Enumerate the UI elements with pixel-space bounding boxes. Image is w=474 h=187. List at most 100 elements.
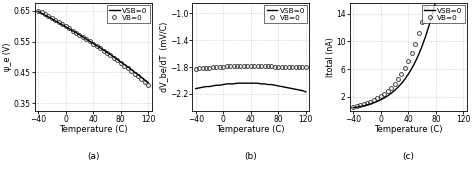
- VB=0: [275, 66, 281, 68]
- VSB=0: [300, 89, 305, 92]
- VB=0: [42, 13, 48, 15]
- VSB=0: [251, 82, 257, 84]
- VSB=0: [142, 79, 148, 81]
- VB=0: [196, 67, 202, 70]
- Legend: VSB=0, VB=0: VSB=0, VB=0: [422, 5, 465, 23]
- VB=0: [419, 21, 425, 23]
- VSB=0: [100, 49, 106, 51]
- VSB=0: [283, 86, 288, 88]
- VB=0: [262, 65, 267, 68]
- VB=0: [364, 102, 370, 104]
- Y-axis label: Itotal (nA): Itotal (nA): [326, 37, 335, 77]
- VSB=0: [73, 32, 79, 34]
- VB=0: [388, 86, 394, 89]
- VB=0: [56, 21, 62, 23]
- VB=0: [121, 65, 127, 67]
- VSB=0: [91, 42, 96, 45]
- Line: VB=0: VB=0: [36, 9, 150, 87]
- Text: (b): (b): [245, 152, 257, 161]
- VB=0: [53, 19, 58, 21]
- VSB=0: [303, 91, 309, 93]
- VB=0: [357, 104, 363, 107]
- VB=0: [371, 99, 377, 102]
- VB=0: [125, 67, 130, 69]
- VSB=0: [292, 88, 298, 90]
- VB=0: [423, 7, 428, 10]
- VB=0: [279, 66, 284, 68]
- VSB=0: [125, 66, 130, 68]
- Text: (c): (c): [402, 152, 414, 161]
- VB=0: [77, 34, 82, 36]
- VB=0: [303, 66, 309, 68]
- VSB=0: [388, 92, 394, 94]
- VB=0: [118, 62, 124, 64]
- VB=0: [210, 66, 216, 68]
- VSB=0: [231, 83, 237, 85]
- VB=0: [385, 90, 391, 92]
- VSB=0: [87, 40, 92, 42]
- VSB=0: [361, 105, 366, 107]
- VB=0: [412, 43, 418, 45]
- VSB=0: [63, 26, 69, 28]
- VSB=0: [220, 83, 226, 86]
- VSB=0: [35, 10, 41, 13]
- VB=0: [395, 78, 401, 80]
- VSB=0: [350, 107, 356, 109]
- VB=0: [83, 38, 89, 40]
- VSB=0: [118, 61, 124, 63]
- VSB=0: [121, 63, 127, 65]
- VB=0: [108, 54, 113, 56]
- VSB=0: [237, 82, 243, 84]
- VB=0: [350, 106, 356, 108]
- VSB=0: [416, 53, 421, 56]
- VSB=0: [138, 76, 144, 78]
- VB=0: [135, 75, 141, 77]
- X-axis label: Temperature (C): Temperature (C): [217, 125, 285, 134]
- VSB=0: [368, 103, 374, 105]
- VB=0: [283, 66, 288, 68]
- VB=0: [361, 103, 366, 106]
- VSB=0: [207, 85, 212, 88]
- VB=0: [234, 65, 240, 68]
- VSB=0: [269, 83, 274, 86]
- VB=0: [35, 9, 41, 12]
- Y-axis label: ψ_e (V): ψ_e (V): [3, 43, 12, 71]
- VSB=0: [70, 30, 75, 32]
- VB=0: [220, 66, 226, 68]
- VB=0: [300, 66, 305, 68]
- Line: VB=0: VB=0: [194, 65, 308, 71]
- VSB=0: [382, 97, 387, 99]
- VB=0: [203, 67, 209, 69]
- VSB=0: [135, 73, 141, 76]
- VSB=0: [405, 73, 411, 75]
- VSB=0: [357, 105, 363, 108]
- VSB=0: [402, 78, 408, 80]
- VB=0: [132, 72, 137, 75]
- VSB=0: [83, 38, 89, 40]
- VB=0: [296, 66, 302, 68]
- VB=0: [111, 57, 117, 59]
- VB=0: [87, 40, 92, 42]
- VSB=0: [371, 102, 377, 104]
- VB=0: [217, 66, 223, 68]
- VSB=0: [248, 82, 254, 84]
- VSB=0: [49, 18, 55, 20]
- VSB=0: [56, 22, 62, 24]
- VSB=0: [241, 82, 247, 84]
- VSB=0: [296, 89, 302, 91]
- VB=0: [382, 93, 387, 95]
- VSB=0: [423, 35, 428, 38]
- VB=0: [405, 60, 411, 62]
- VB=0: [241, 65, 247, 68]
- VB=0: [207, 67, 212, 69]
- Line: VSB=0: VSB=0: [353, 0, 464, 108]
- VSB=0: [262, 83, 267, 85]
- X-axis label: Temperature (C): Temperature (C): [374, 125, 443, 134]
- X-axis label: Temperature (C): Temperature (C): [59, 125, 128, 134]
- VSB=0: [275, 85, 281, 87]
- VB=0: [224, 65, 229, 68]
- VB=0: [258, 65, 264, 68]
- VSB=0: [59, 24, 65, 26]
- VB=0: [200, 67, 205, 70]
- VB=0: [265, 65, 271, 68]
